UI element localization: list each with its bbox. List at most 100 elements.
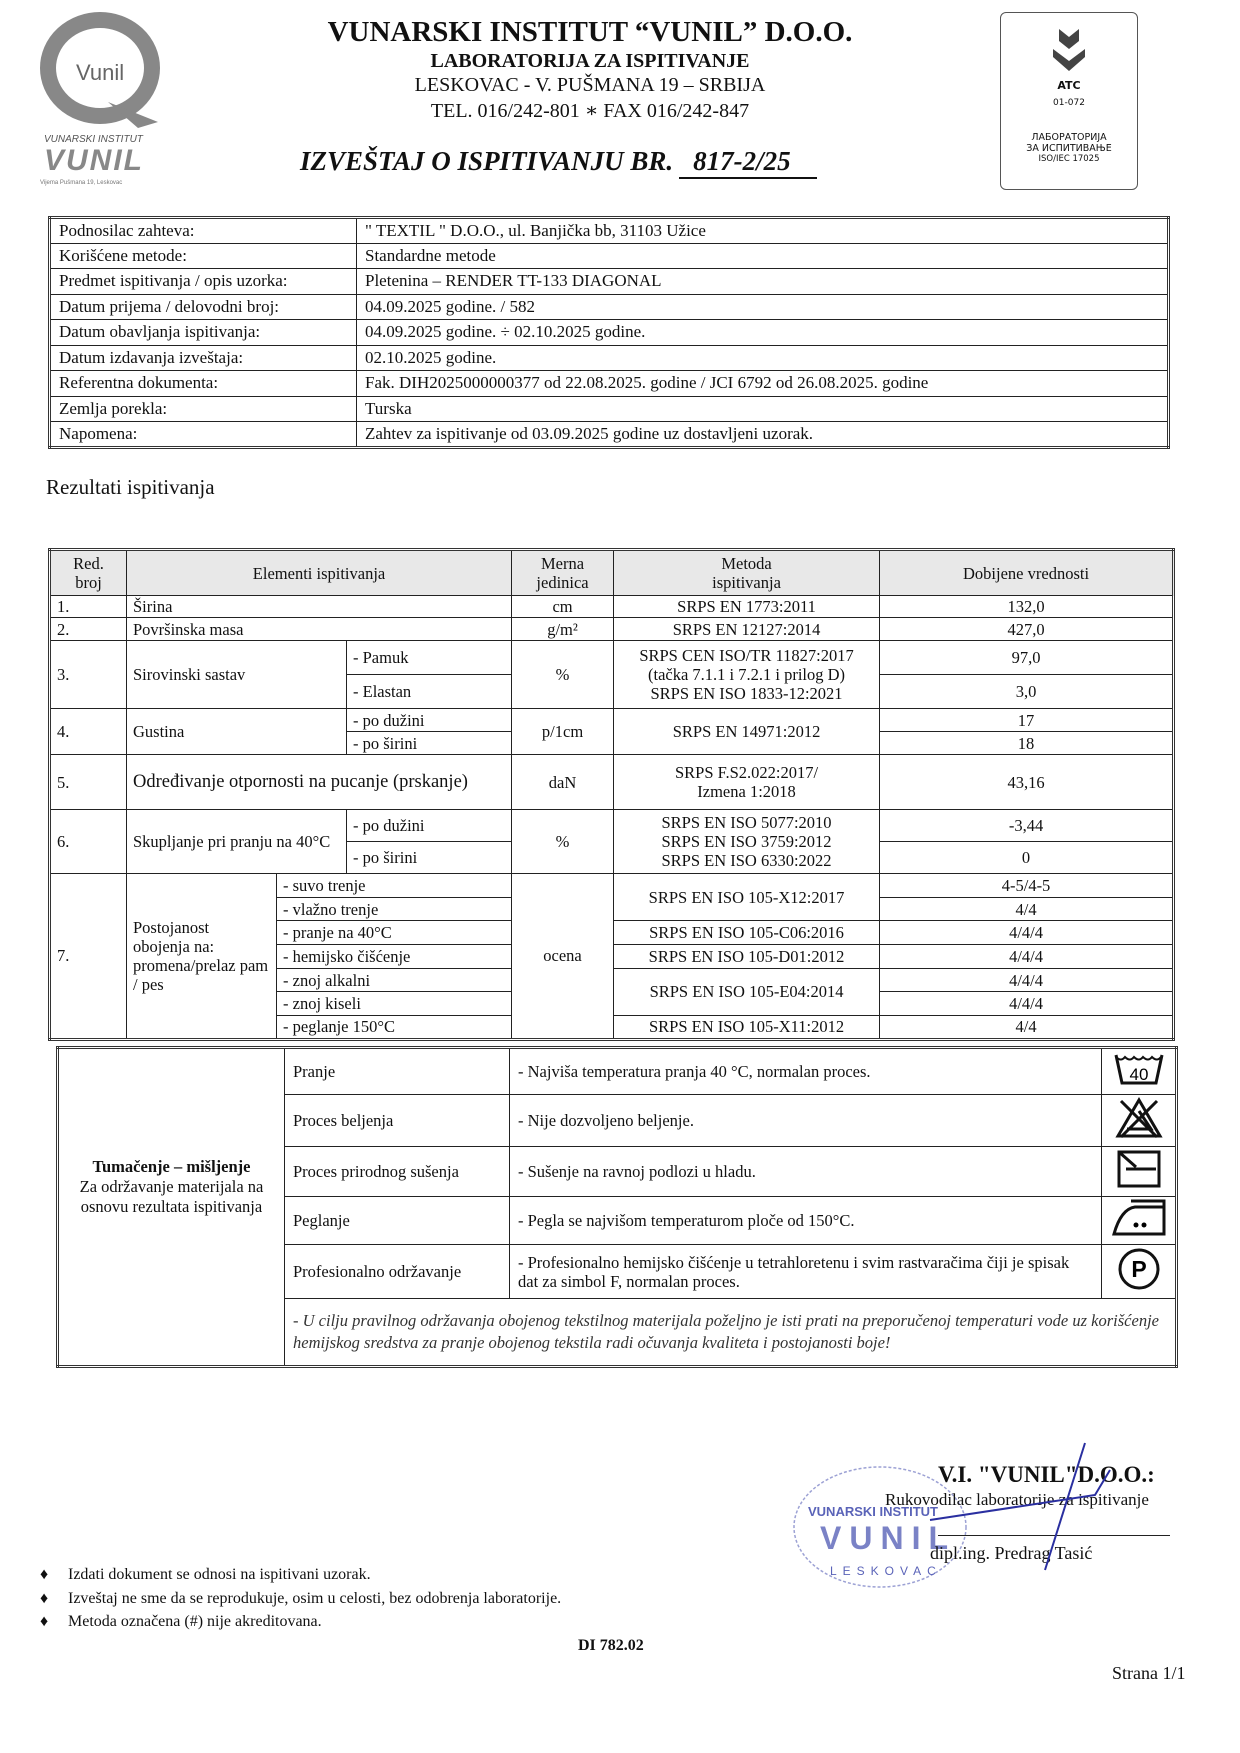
table-row: - pranje na 40°C SRPS EN ISO 105-C06:2016… [50, 920, 1175, 946]
row-sub: - znoj alkalni [275, 967, 513, 993]
row-method: SRPS EN ISO 105-C06:2016 [613, 920, 881, 946]
page-number: Strana 1/1 [1112, 1663, 1186, 1683]
info-label: Napomena: [49, 421, 357, 448]
care-row: Profesionalno održavanje - Profesionalno… [58, 1244, 1177, 1299]
report-title-text: IZVEŠTAJ O ISPITIVANJU BR. [300, 146, 674, 176]
table-row: - znoj kiseli 4/4/4 [50, 991, 1175, 1017]
row-method: SRPS EN 12127:2014 [613, 617, 881, 641]
table-row: - po širini 0 [50, 841, 1175, 874]
accreditation-badge: ATC 01-072 ЛАБОРАТОРИЈА ЗА ИСПИТИВАЊЕ IS… [1000, 12, 1138, 190]
row-method: SRPS EN 1773:2011 [613, 595, 881, 618]
method-line: SRPS CEN ISO/TR 11827:2017 [639, 646, 854, 665]
footer-note-text: Izdati dokument se odnosi na ispitivani … [68, 1566, 371, 1583]
row-method: SRPS EN ISO 105-X11:2012 [613, 1015, 881, 1040]
table-row: - peglanje 150°C SRPS EN ISO 105-X11:2012… [50, 1015, 1175, 1040]
logo-address: Vijema Pušmana 19, Leskovac [40, 180, 123, 186]
info-label: Datum obavljanja ispitivanja: [49, 319, 357, 346]
row-method: SRPS EN 14971:2012 [613, 708, 881, 755]
method-line: SRPS EN ISO 3759:2012 [661, 832, 832, 851]
care-label: Pranje [284, 1047, 510, 1095]
header-unit: Merna jedinica [511, 549, 615, 596]
row-sub: - Pamuk [345, 640, 513, 675]
care-summary: Tumačenje – mišljenje Za održavanje mater… [57, 1047, 285, 1367]
method-line: (tačka 7.1.1 i 7.2.1 i prilog D) [648, 665, 846, 684]
method-line: SRPS F.S2.022:2017/ [674, 763, 819, 782]
info-row: Korišćene metode: Standardne metode [49, 242, 1169, 269]
header-value: Dobijene vrednosti [879, 549, 1175, 596]
dry-flat-shade-icon [1101, 1146, 1177, 1197]
address: LESKOVAC - V. PUŠMANA 19 – SRBIJA [414, 74, 766, 96]
header-no-1: Red. [73, 554, 104, 573]
info-row: Datum obavljanja ispitivanja: 04.09.2025 … [49, 319, 1169, 346]
svg-text:P: P [1131, 1256, 1146, 1282]
method-line: SRPS EN ISO 6330:2022 [661, 851, 832, 870]
row-no: 3. [49, 640, 127, 709]
footer-note: ♦ Metoda označena (#) nije akreditovana. [40, 1613, 322, 1631]
row-no: 7. [49, 873, 127, 1040]
info-row: Napomena: Zahtev za ispitivanje od 03.09.… [49, 421, 1169, 448]
info-value: 02.10.2025 godine. [356, 344, 1169, 371]
bullet-icon: ♦ [40, 1613, 49, 1630]
atc-line1: ЛАБОРАТОРИЈА [1031, 132, 1107, 143]
header-unit-2: jedinica [536, 573, 589, 592]
atc-line3: ISO/IEC 17025 [1038, 154, 1100, 164]
header-method: Metoda ispitivanja [613, 549, 881, 596]
header-element: Elementi ispitivanja [125, 549, 513, 596]
report-info-table: Podnosilac zahteva: " TEXTIL " D.O.O., ul… [48, 216, 1170, 449]
row-element: Gustina [126, 708, 347, 755]
row-sub: - po dužini [345, 708, 513, 732]
info-row: Datum izdavanja izveštaja: 02.10.2025 god… [49, 344, 1169, 371]
info-value: Pletenina – RENDER TT-133 DIAGONAL [356, 268, 1169, 295]
info-value: Zahtev za ispitivanje od 03.09.2025 godi… [356, 421, 1169, 448]
row-unit: p/1cm [511, 708, 615, 755]
method-line: SRPS EN ISO 1833-12:2021 [650, 684, 843, 703]
signature-role: Rukovodilac laboratorije za ispitivanje [885, 1490, 1149, 1509]
results-table: Red. broj Elementi ispitivanja Merna jedin… [48, 548, 1176, 1041]
footer-note: ♦ Izdati dokument se odnosi na ispitivani… [40, 1566, 371, 1584]
row-element: Širina [125, 595, 513, 618]
no-bleach-icon [1101, 1094, 1177, 1147]
row-unit: cm [511, 595, 615, 618]
footer-note-text: Metoda označena (#) nije akreditovana. [68, 1613, 322, 1630]
row-value: 4-5/4-5 [879, 873, 1175, 898]
row-sub: - pranje na 40°C [275, 920, 513, 946]
row-element: Površinska masa [125, 617, 513, 641]
row-method: SRPS CEN ISO/TR 11827:2017 (tačka 7.1.1 i… [613, 640, 881, 709]
logo-subtitle: VUNARSKI INSTITUT [44, 134, 143, 145]
svg-text:40: 40 [1129, 1065, 1148, 1084]
info-value: 04.09.2025 godine. ÷ 02.10.2025 godine. [356, 319, 1169, 346]
row-no: 5. [49, 754, 127, 810]
row-unit: % [511, 809, 615, 874]
care-instructions-table: Tumačenje – mišljenje Za održavanje mater… [56, 1046, 1178, 1368]
row-value: 18 [879, 731, 1175, 755]
header-unit-1: Merna [540, 554, 585, 573]
report-number: 817-2/25 [679, 146, 817, 179]
row-sub: - po dužini [345, 809, 513, 842]
document-code: DI 782.02 [578, 1637, 644, 1654]
row-no: 2. [49, 617, 127, 641]
info-value: Turska [356, 395, 1169, 422]
care-title: Tumačenje – mišljenje [92, 1157, 251, 1176]
info-value: Standardne metode [356, 242, 1169, 269]
signature-line [938, 1535, 1170, 1536]
table-row: - hemijsko čišćenje SRPS EN ISO 105-D01:2… [50, 944, 1175, 969]
row-element: Postojanost obojenja na: promena/prelaz … [126, 873, 277, 1040]
info-label: Zemlja porekla: [49, 395, 357, 422]
row-value: -3,44 [879, 809, 1175, 842]
atc-code: 01-072 [1053, 98, 1085, 108]
row-value: 97,0 [879, 640, 1175, 675]
row-method: SRPS EN ISO 105-E04:2014 [613, 967, 881, 1017]
care-subtitle: Za održavanje materijala na osnovu rezul… [79, 1177, 264, 1216]
stamp-line3: LESKOVAC [830, 1564, 942, 1578]
care-note: - U cilju pravilnog održavanja obojenog … [284, 1298, 1177, 1367]
contact: TEL. 016/242-801 ∗ FAX 016/242-847 [430, 100, 750, 122]
info-value: " TEXTIL " D.O.O., ul. Banjička bb, 3110… [356, 217, 1169, 244]
row-unit: daN [511, 754, 615, 810]
table-row: - znoj alkalni SRPS EN ISO 105-E04:2014 4/… [50, 967, 1175, 1017]
care-row: Proces beljenja - Nije dozvoljeno beljen… [58, 1094, 1177, 1147]
row-sub: - suvo trenje [275, 873, 513, 898]
bullet-icon: ♦ [40, 1566, 49, 1583]
care-note-row: - U cilju pravilnog održavanja obojenog … [58, 1298, 1177, 1367]
info-row: Datum prijema / delovodni broj: 04.09.202… [49, 293, 1169, 320]
atc-label: ATC [1057, 79, 1081, 92]
